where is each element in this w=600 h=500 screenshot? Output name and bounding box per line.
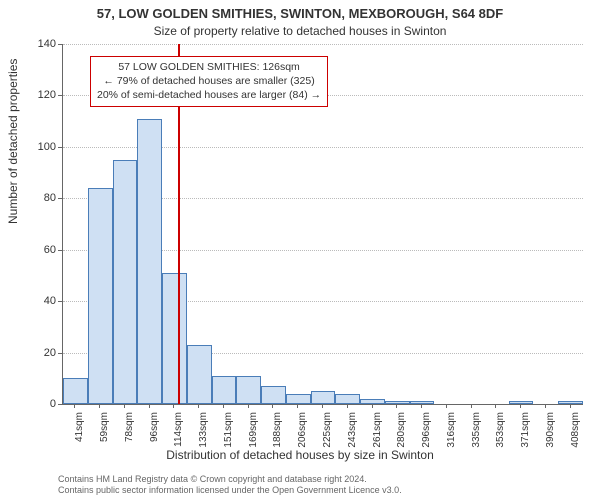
histogram-bar (261, 386, 286, 404)
xtick-label: 151sqm (223, 412, 234, 462)
xtick-label: 133sqm (198, 412, 209, 462)
histogram-bar (558, 401, 583, 404)
ytick-label: 140 (16, 38, 56, 50)
histogram-bar (311, 391, 336, 404)
histogram-bar (88, 188, 113, 404)
histogram-bar (187, 345, 212, 404)
histogram-bar (236, 376, 261, 404)
chart-container: 57, LOW GOLDEN SMITHIES, SWINTON, MEXBOR… (0, 0, 600, 500)
histogram-bar (137, 119, 162, 404)
histogram-bar (286, 394, 311, 404)
ytick-label: 20 (16, 347, 56, 359)
xtick-mark (446, 404, 447, 408)
ytick-label: 60 (16, 244, 56, 256)
xtick-label: 316sqm (446, 412, 457, 462)
histogram-bar (113, 160, 138, 404)
xtick-mark (297, 404, 298, 408)
xtick-mark (99, 404, 100, 408)
xtick-label: 188sqm (272, 412, 283, 462)
xtick-mark (347, 404, 348, 408)
ytick-mark (58, 301, 62, 302)
histogram-bar (162, 273, 187, 404)
xtick-mark (520, 404, 521, 408)
ytick-mark (58, 147, 62, 148)
xtick-label: 206sqm (297, 412, 308, 462)
annotation-line: 57 LOW GOLDEN SMITHIES: 126sqm (97, 60, 321, 74)
ytick-mark (58, 198, 62, 199)
xtick-mark (396, 404, 397, 408)
xtick-label: 353sqm (495, 412, 506, 462)
chart-title-main: 57, LOW GOLDEN SMITHIES, SWINTON, MEXBOR… (0, 6, 600, 21)
xtick-mark (74, 404, 75, 408)
xtick-label: 390sqm (545, 412, 556, 462)
ytick-label: 120 (16, 89, 56, 101)
xtick-mark (545, 404, 546, 408)
xtick-label: 78sqm (124, 412, 135, 462)
xtick-mark (198, 404, 199, 408)
histogram-bar (360, 399, 385, 404)
footer-line-1: Contains HM Land Registry data © Crown c… (58, 474, 402, 485)
ytick-mark (58, 404, 62, 405)
xtick-mark (149, 404, 150, 408)
xtick-mark (173, 404, 174, 408)
histogram-bar (212, 376, 237, 404)
xtick-mark (570, 404, 571, 408)
footer-attribution: Contains HM Land Registry data © Crown c… (58, 474, 402, 497)
xtick-label: 41sqm (74, 412, 85, 462)
ytick-mark (58, 44, 62, 45)
xtick-label: 59sqm (99, 412, 110, 462)
annotation-line: ← 79% of detached houses are smaller (32… (97, 74, 321, 88)
xtick-mark (495, 404, 496, 408)
xtick-label: 296sqm (421, 412, 432, 462)
xtick-label: 261sqm (372, 412, 383, 462)
xtick-mark (421, 404, 422, 408)
xtick-mark (322, 404, 323, 408)
xtick-mark (248, 404, 249, 408)
ytick-label: 80 (16, 192, 56, 204)
xtick-label: 408sqm (570, 412, 581, 462)
xtick-label: 243sqm (347, 412, 358, 462)
ytick-label: 40 (16, 295, 56, 307)
histogram-bar (335, 394, 360, 404)
xtick-label: 225sqm (322, 412, 333, 462)
xtick-label: 169sqm (248, 412, 259, 462)
ytick-mark (58, 250, 62, 251)
ytick-label: 0 (16, 398, 56, 410)
xtick-label: 114sqm (173, 412, 184, 462)
ytick-mark (58, 353, 62, 354)
xtick-mark (272, 404, 273, 408)
chart-title-sub: Size of property relative to detached ho… (0, 24, 600, 38)
ytick-mark (58, 95, 62, 96)
footer-line-2: Contains public sector information licen… (58, 485, 402, 496)
xtick-mark (223, 404, 224, 408)
xtick-label: 280sqm (396, 412, 407, 462)
xtick-label: 371sqm (520, 412, 531, 462)
gridline (63, 44, 583, 45)
xtick-label: 335sqm (471, 412, 482, 462)
xtick-mark (124, 404, 125, 408)
annotation-box: 57 LOW GOLDEN SMITHIES: 126sqm← 79% of d… (90, 56, 328, 107)
ytick-label: 100 (16, 141, 56, 153)
xtick-label: 96sqm (149, 412, 160, 462)
xtick-mark (471, 404, 472, 408)
annotation-line: 20% of semi-detached houses are larger (… (97, 88, 321, 102)
histogram-bar (63, 378, 88, 404)
xtick-mark (372, 404, 373, 408)
